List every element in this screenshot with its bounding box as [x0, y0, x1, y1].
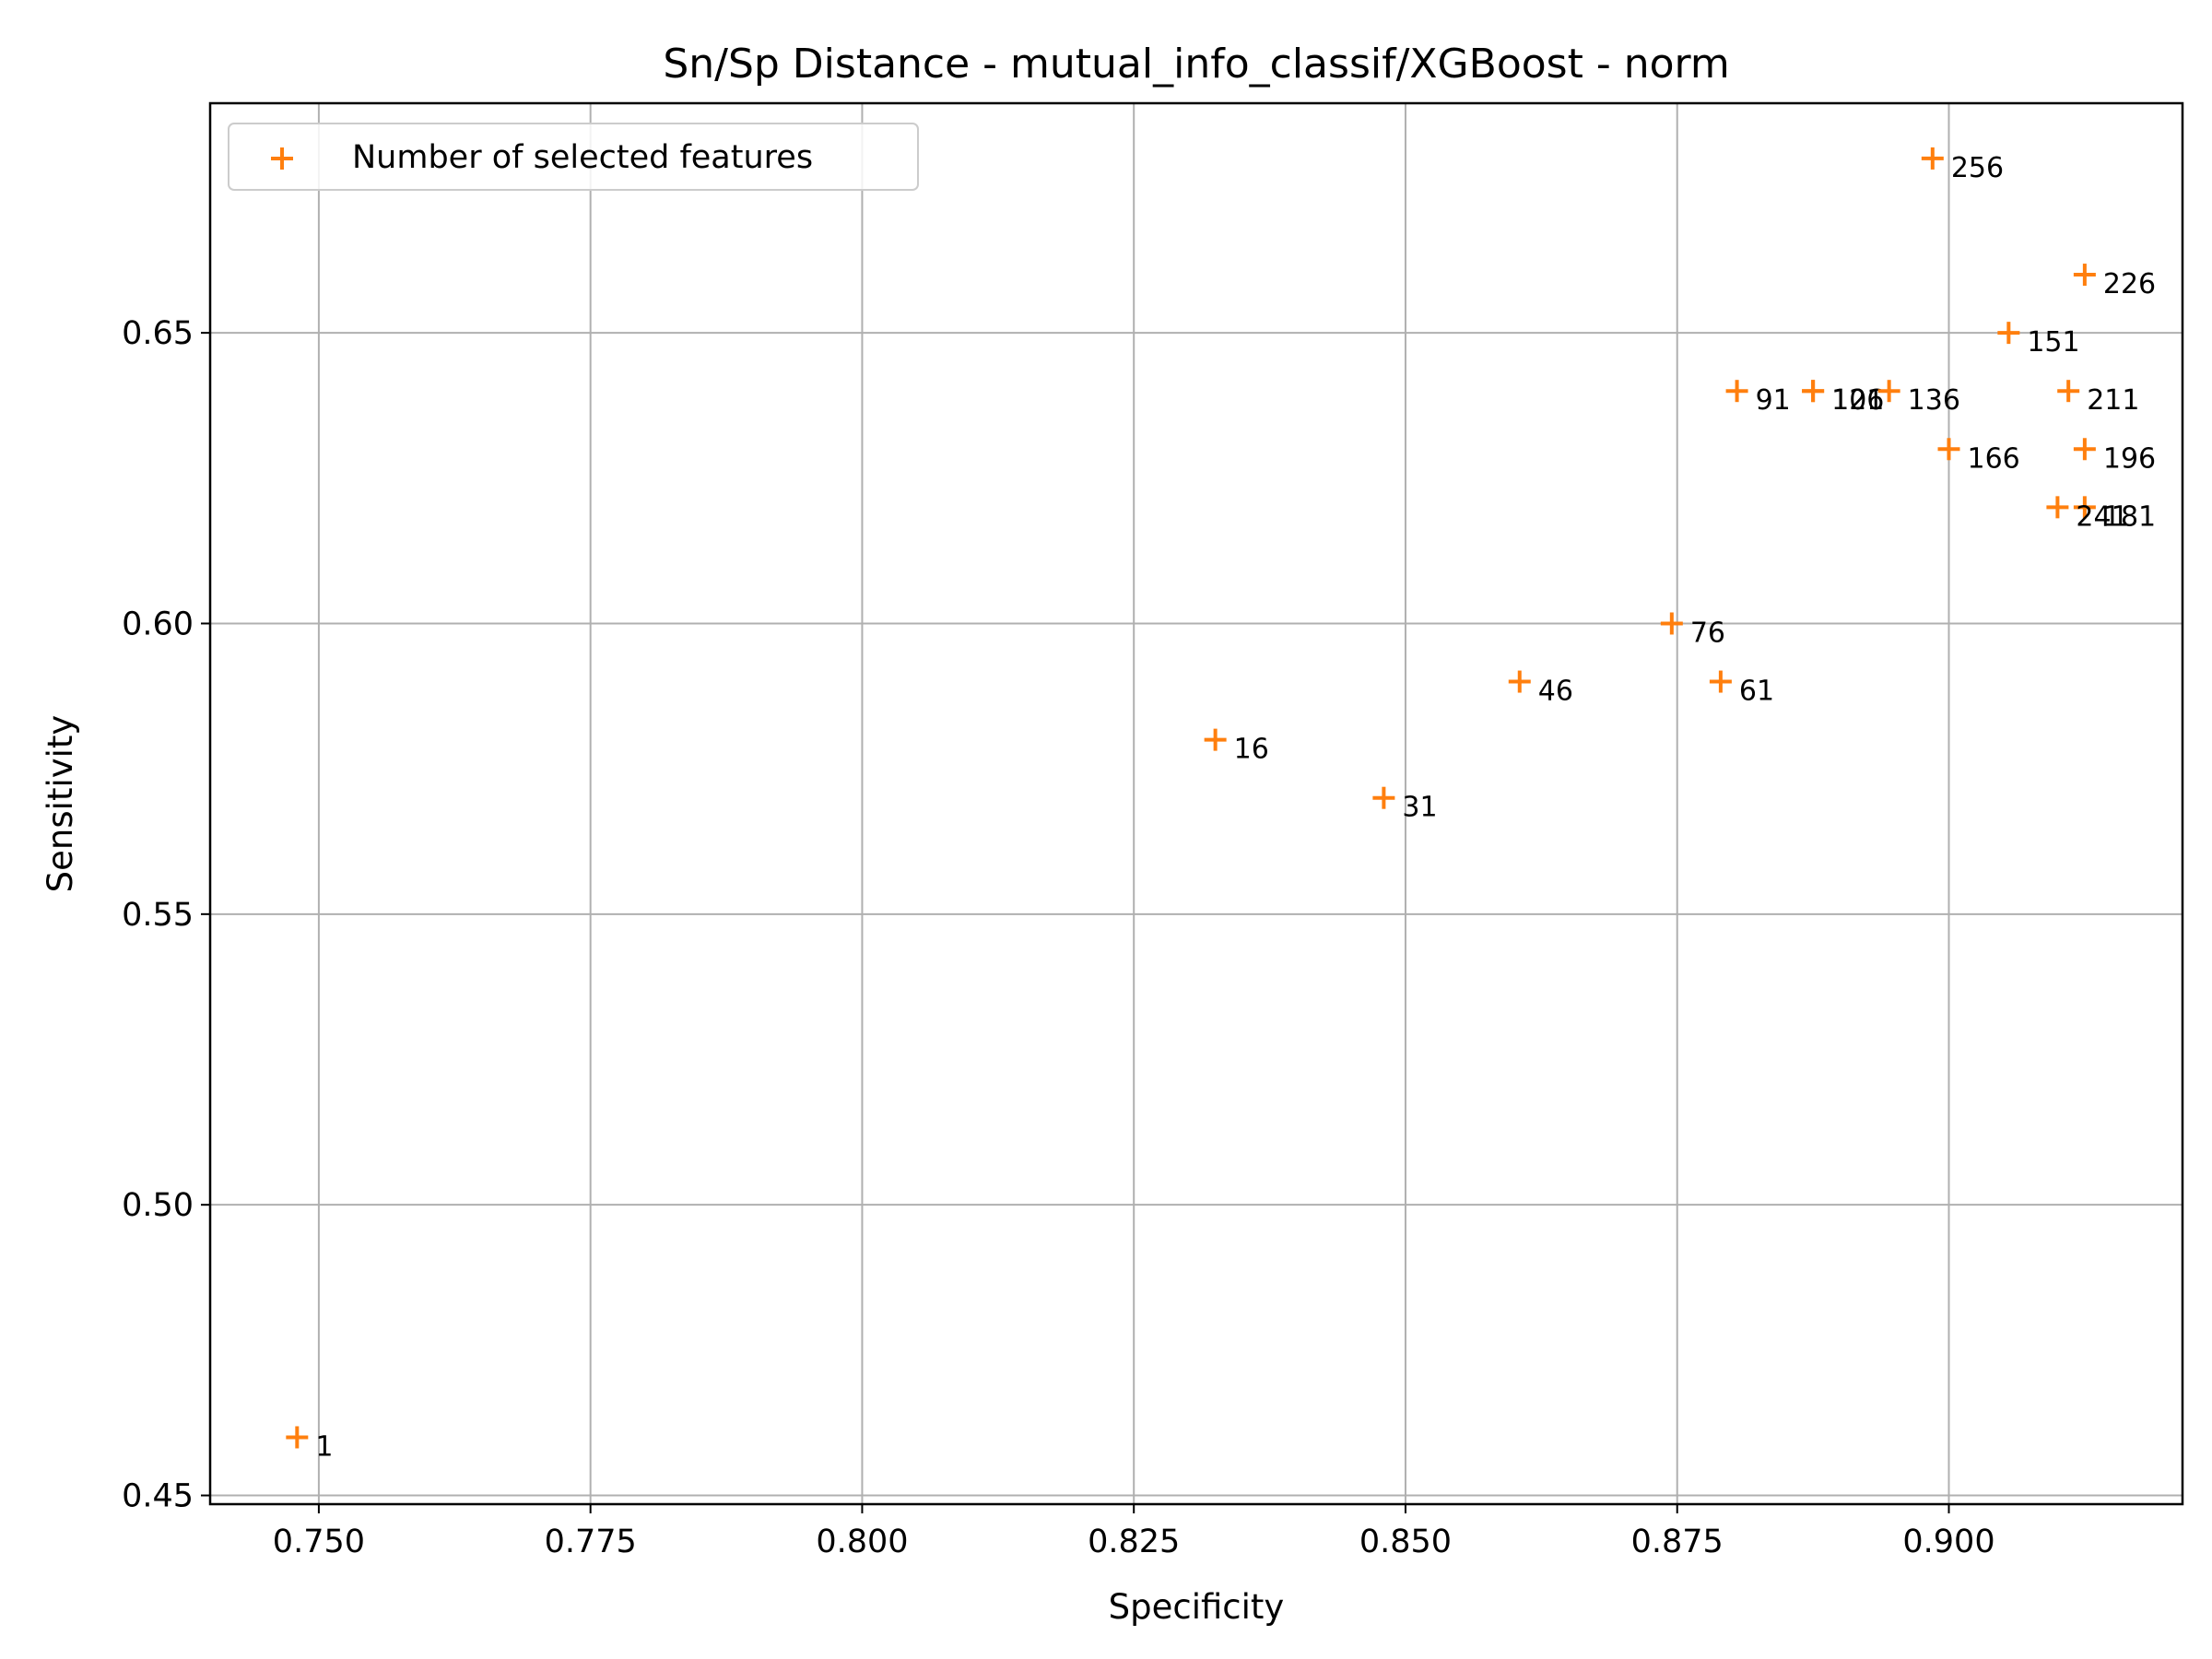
legend-marker-plus-icon — [271, 147, 293, 170]
point-label: 151 — [2027, 326, 2079, 359]
data-point-plus-icon — [1508, 670, 1531, 693]
point-label: 226 — [2103, 268, 2156, 300]
ticks-layer: 0.750 0.775 0.800 0.825 0.850 0.875 0.900 0.45 0… — [122, 315, 1995, 1560]
x-tick-label: 0.875 — [1631, 1524, 1724, 1560]
point-label: 61 — [1739, 676, 1774, 708]
data-point-plus-icon — [286, 1426, 309, 1449]
point-label: 166 — [1968, 442, 2020, 475]
data-point-plus-icon — [1660, 612, 1683, 635]
data-point-plus-icon — [1802, 380, 1825, 403]
legend-plus-icon — [271, 147, 293, 170]
x-tick-label: 0.850 — [1359, 1524, 1452, 1560]
x-axis-label: Specificity — [1109, 1587, 1285, 1627]
data-point-plus-icon — [1937, 438, 1960, 461]
y-axis-label: Sensitivity — [41, 715, 80, 893]
data-point-plus-icon — [1997, 322, 2020, 345]
x-tick-label: 0.750 — [273, 1524, 365, 1560]
legend-box — [228, 123, 919, 191]
data-point-plus-icon — [2073, 438, 2096, 461]
grid-layer — [210, 103, 2183, 1504]
x-tick-label: 0.825 — [1088, 1524, 1180, 1560]
y-tick-label: 0.60 — [122, 606, 194, 642]
data-point-plus-icon — [1877, 380, 1900, 403]
data-point-plus-icon — [2073, 264, 2096, 287]
point-label: 196 — [2103, 442, 2156, 475]
y-tick-label: 0.50 — [122, 1187, 194, 1224]
x-tick-label: 0.900 — [1902, 1524, 1994, 1560]
data-point-plus-icon — [2046, 496, 2069, 519]
point-label: 16 — [1234, 734, 1269, 766]
legend-entry-label: Number of selected features — [352, 139, 813, 176]
point-label: 46 — [1538, 676, 1573, 708]
point-label: 181 — [2103, 500, 2156, 533]
x-tick-label: 0.775 — [545, 1524, 637, 1560]
data-point-plus-icon — [2057, 380, 2080, 403]
data-point-plus-icon — [1921, 147, 1944, 170]
data-point-plus-icon — [2073, 496, 2096, 519]
point-label: 136 — [1908, 384, 1960, 417]
y-tick-label: 0.65 — [122, 315, 194, 352]
point-label: 91 — [1756, 384, 1791, 417]
point-label: 256 — [1951, 152, 2004, 184]
data-point-plus-icon — [1725, 380, 1748, 403]
point-label: 106 — [1831, 384, 1884, 417]
point-label: 1 — [315, 1430, 333, 1463]
y-tick-label: 0.55 — [122, 897, 194, 934]
point-label: 76 — [1690, 617, 1725, 649]
point-label: 211 — [2087, 384, 2139, 417]
point-label: 31 — [1402, 792, 1437, 824]
point-label: 241 — [2076, 500, 2128, 533]
data-point-plus-icon — [1709, 670, 1732, 693]
x-tick-label: 0.800 — [816, 1524, 908, 1560]
y-tick-label: 0.45 — [122, 1478, 194, 1515]
legend: Number of selected features — [228, 123, 919, 191]
data-point-plus-icon — [1372, 786, 1395, 809]
chart-title: Sn/Sp Distance - mutual_info_classif/XGB… — [663, 41, 1729, 88]
plot-frame — [208, 101, 2184, 1506]
point-label: 121 — [1831, 384, 1884, 417]
data-point-plus-icon — [1204, 728, 1227, 751]
